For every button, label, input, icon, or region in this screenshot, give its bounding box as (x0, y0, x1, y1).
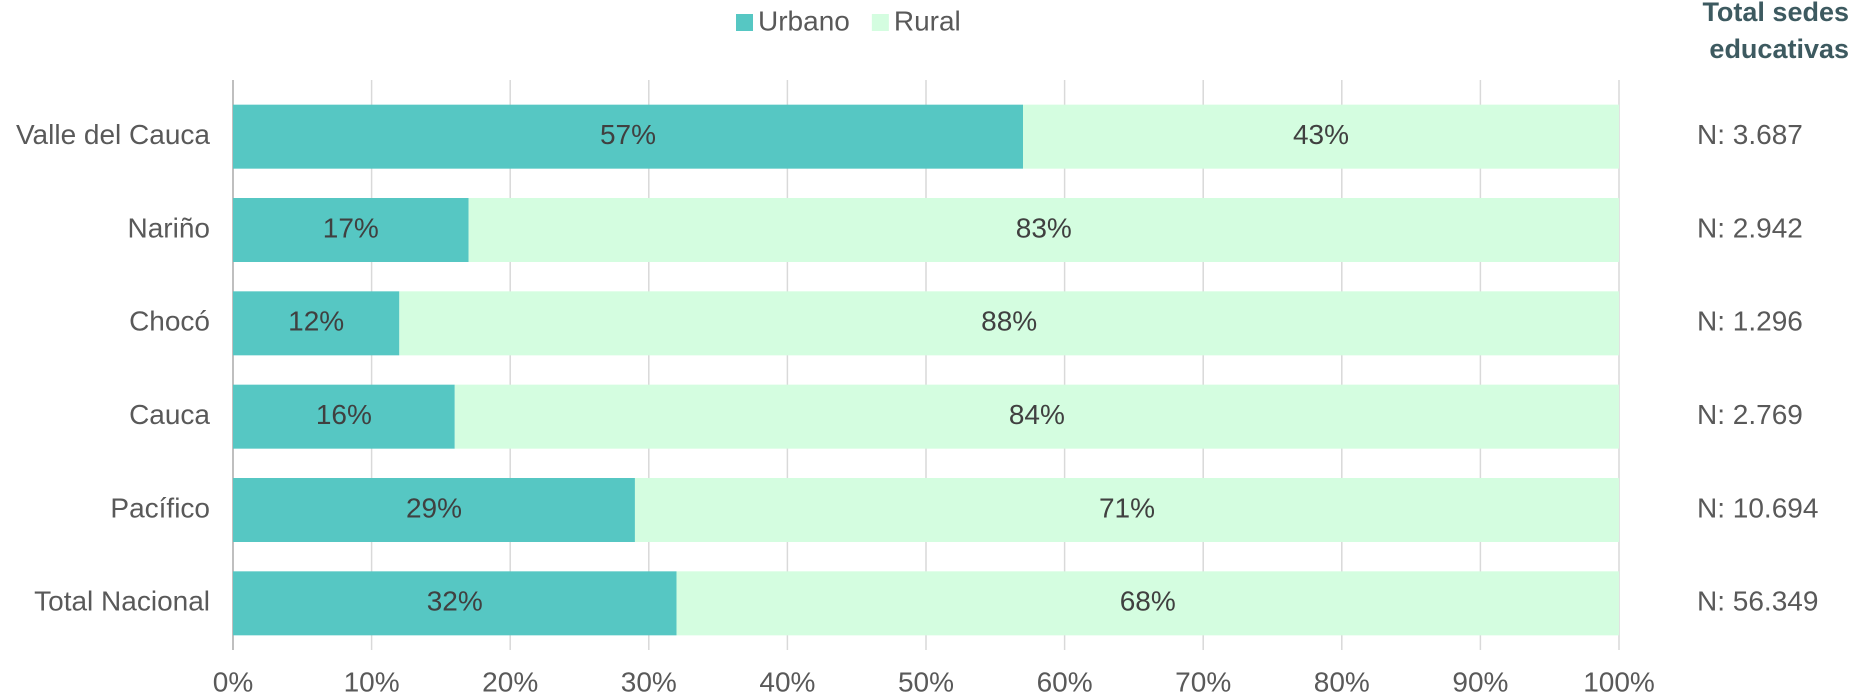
x-tick-label: 50% (898, 666, 954, 697)
y-tick-label: Nariño (128, 212, 210, 243)
total-label: N: 56.349 (1697, 586, 1818, 617)
bar-segment (1023, 104, 1619, 169)
data-label: 29% (406, 492, 462, 523)
totals-title: educativas (1709, 34, 1849, 64)
x-tick-label: 70% (1175, 666, 1231, 697)
y-tick-label: Chocó (129, 306, 210, 337)
data-label: 32% (427, 586, 483, 617)
x-tick-label: 80% (1314, 666, 1370, 697)
legend-label: Urbano (758, 5, 850, 36)
totals-title: Total sedes (1702, 0, 1849, 27)
y-tick-label: Valle del Cauca (16, 119, 210, 150)
x-tick-label: 100% (1583, 666, 1655, 697)
bar-segment (634, 478, 1619, 542)
bar-segment (454, 384, 1619, 449)
data-label: 16% (316, 399, 372, 430)
data-label: 84% (1009, 399, 1065, 430)
data-label: 88% (981, 306, 1037, 337)
bar-segment (676, 571, 1619, 636)
data-label: 12% (288, 306, 344, 337)
total-label: N: 2.769 (1697, 399, 1803, 430)
legend-swatch (736, 14, 753, 31)
bar-segment (399, 291, 1619, 356)
total-label: N: 3.687 (1697, 119, 1803, 150)
x-tick-label: 30% (621, 666, 677, 697)
bar-segment (233, 291, 400, 356)
x-tick-label: 60% (1037, 666, 1093, 697)
x-tick-label: 90% (1452, 666, 1508, 697)
y-tick-label: Cauca (129, 399, 210, 430)
total-label: N: 1.296 (1697, 306, 1803, 337)
x-tick-label: 0% (213, 666, 253, 697)
data-label: 43% (1293, 119, 1349, 150)
data-label: 17% (323, 212, 379, 243)
legend-swatch (871, 14, 889, 31)
data-label: 83% (1016, 212, 1072, 243)
y-tick-label: Pacífico (110, 492, 210, 523)
total-label: N: 2.942 (1697, 212, 1803, 243)
bar-segment (233, 198, 469, 262)
bar-segment (233, 571, 677, 636)
data-label: 71% (1099, 492, 1155, 523)
legend-label: Rural (894, 5, 961, 36)
data-label: 68% (1120, 586, 1176, 617)
bar-segment (233, 384, 455, 449)
y-tick-label: Total Nacional (34, 586, 210, 617)
total-label: N: 10.694 (1697, 492, 1818, 523)
data-label: 57% (600, 119, 656, 150)
x-tick-label: 40% (759, 666, 815, 697)
bar-segment (233, 104, 1024, 169)
bar-segment (233, 478, 635, 542)
x-tick-label: 10% (344, 666, 400, 697)
x-tick-label: 20% (482, 666, 538, 697)
bar-segment (468, 198, 1619, 262)
